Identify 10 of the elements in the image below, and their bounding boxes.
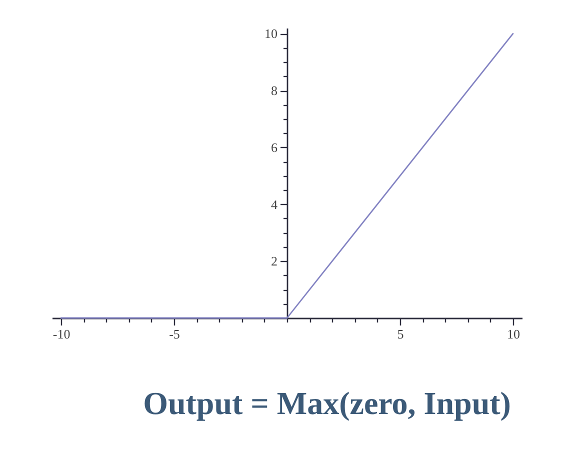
y-tick-label: 2 — [271, 254, 278, 269]
y-tick-label: 6 — [271, 140, 278, 155]
y-tick-label: 10 — [264, 26, 278, 42]
x-tick-label: -10 — [52, 326, 70, 342]
y-tick-label: 8 — [271, 83, 278, 98]
x-tick-label: -5 — [169, 326, 180, 342]
text: Output = Max(zero, Input) — [143, 385, 511, 421]
x-tick-label: 10 — [506, 326, 520, 342]
y-tick-label: 4 — [271, 196, 278, 212]
x-tick-label: 5 — [397, 326, 404, 342]
